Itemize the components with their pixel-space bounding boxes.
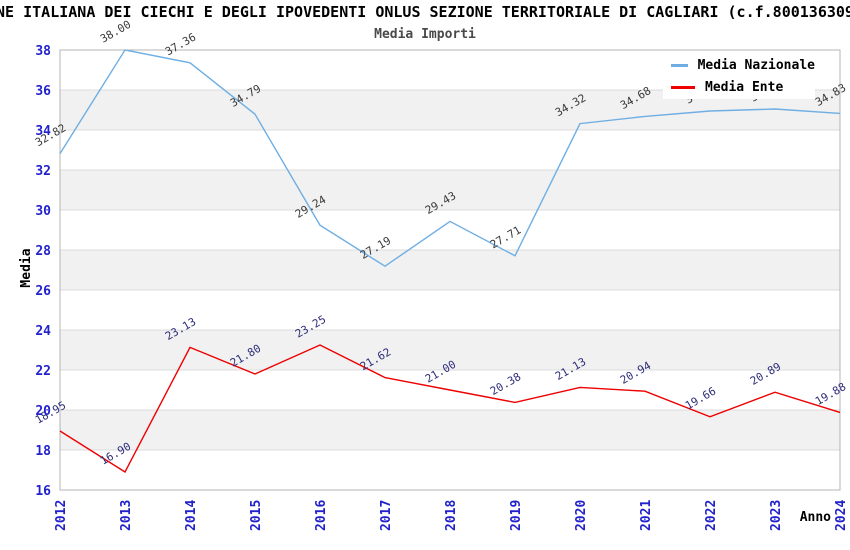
legend-line-marker-ente [671,85,695,89]
y-tick-label: 38 [35,44,51,59]
x-tick-label: 2012 [54,500,69,531]
x-tick-label: 2020 [574,500,589,531]
y-tick-label: 32 [35,164,51,179]
data-label: 20.38 [488,370,523,398]
series-line-media-ente [59,344,841,473]
data-label: 19.88 [813,380,848,408]
grid-bands [60,90,840,450]
legend-line-marker-nazionale [671,63,688,67]
x-tick-label: 2023 [769,500,784,531]
y-axis-title: Media [19,248,34,287]
x-axis-ticks: 2012 2013 2014 2015 2016 2017 2018 2019 2020 2021… [54,500,849,531]
x-tick-label: 2018 [444,500,459,531]
legend-label-ente: Media Ente [705,79,784,95]
x-tick-label: 2019 [509,500,524,531]
x-tick-label: 2017 [379,500,394,531]
y-axis-ticks: 16 18 20 22 24 26 28 30 32 34 36 38 [35,44,51,499]
legend-label-nazionale: Media Nazionale [697,57,815,73]
chart-title-text: ONE ITALIANA DEI CIECHI E DEGLI IPOVEDEN… [0,3,850,21]
legend: Media Nazionale Media Ente [663,52,815,99]
x-tick-label: 2014 [184,500,199,531]
chart-subtitle: Media Importi [374,27,476,42]
x-axis-title: Anno [800,510,831,525]
data-label: 38.00 [98,18,133,46]
y-tick-label: 28 [35,244,51,259]
x-tick-label: 2016 [314,500,329,531]
x-tick-label: 2013 [119,500,134,531]
plot-border [59,49,841,491]
x-tick-label: 2015 [249,500,264,531]
data-label: 27.71 [488,224,523,252]
y-tick-label: 16 [35,484,51,499]
y-tick-label: 30 [35,204,51,219]
x-tick-label: 2021 [639,500,654,531]
legend-item-media-nazionale: Media Nazionale [663,56,815,74]
x-tick-label: 2024 [834,500,849,531]
y-tick-label: 34 [35,124,51,139]
chart-title: ONE ITALIANA DEI CIECHI E DEGLI IPOVEDEN… [0,3,850,25]
y-tick-label: 20 [35,404,51,419]
data-label: 19.66 [683,385,718,413]
y-tick-label: 18 [35,444,51,459]
x-tick-label: 2022 [704,500,719,531]
series-line-media-nazionale [59,49,841,268]
y-tick-label: 36 [35,84,51,99]
y-tick-label: 24 [35,324,51,339]
y-tick-label: 26 [35,284,51,299]
legend-item-media-ente: Media Ente [663,78,815,96]
y-tick-label: 22 [35,364,51,379]
data-label: 37.36 [163,31,198,59]
